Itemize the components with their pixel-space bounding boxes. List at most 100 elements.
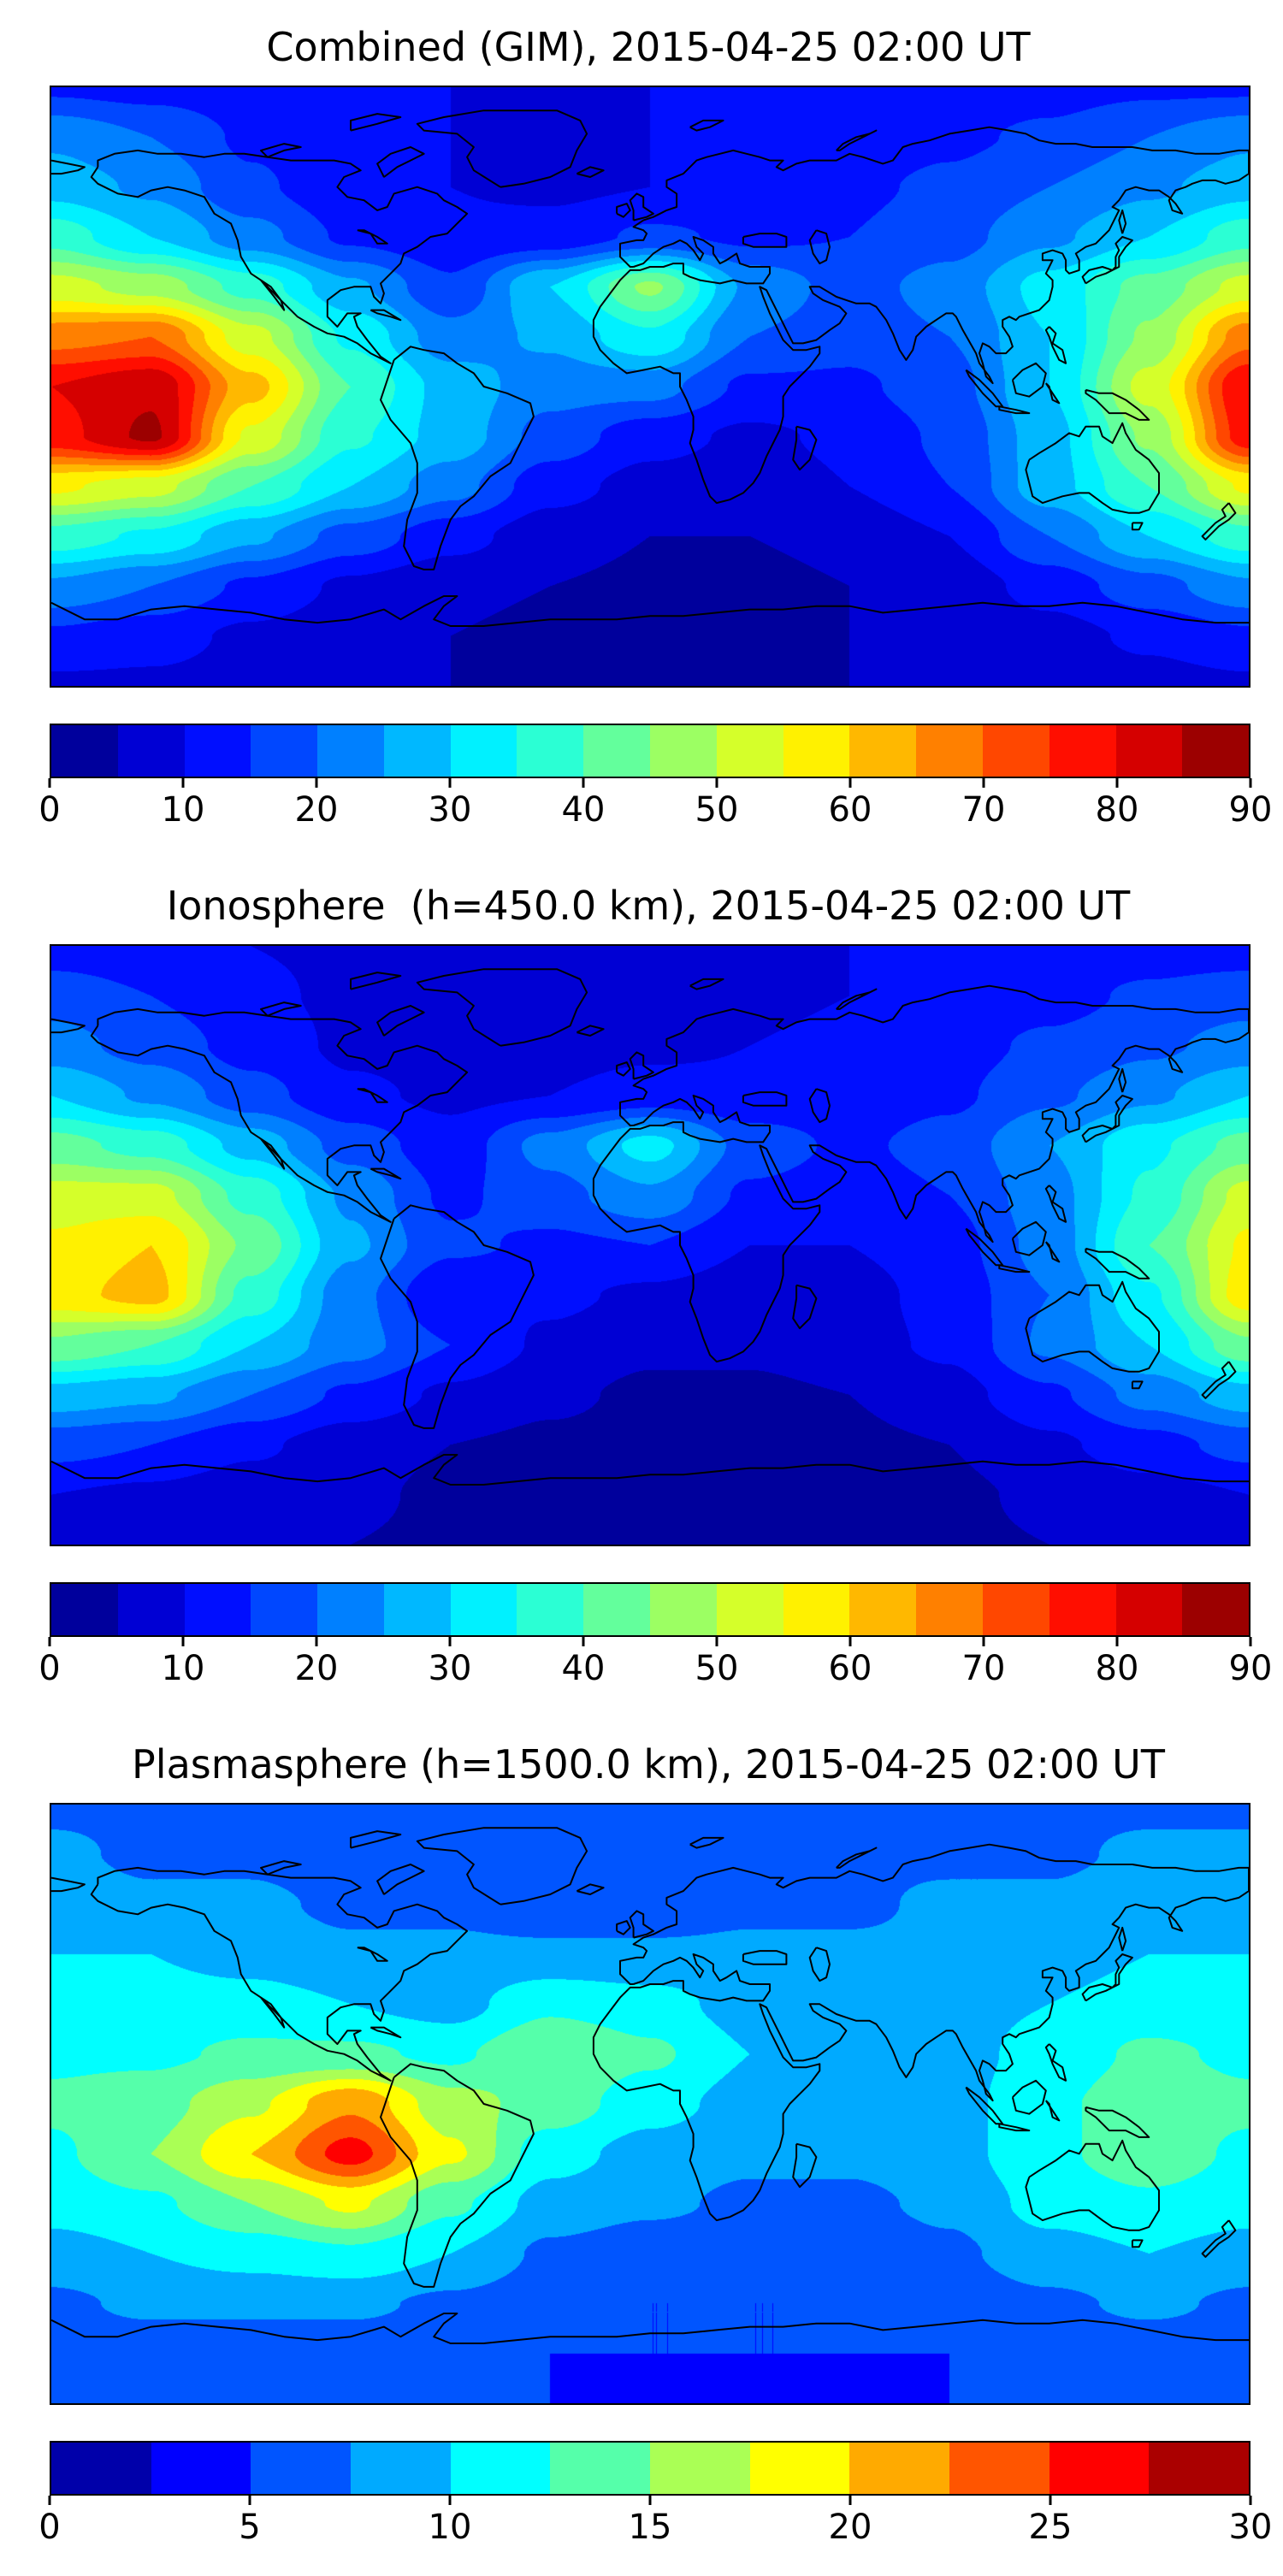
colorbar-tick-mark [315, 778, 318, 788]
colorbar-block [849, 2443, 950, 2494]
colorbar-tick-label: 50 [695, 1649, 739, 1688]
colorbar-tick-mark [982, 778, 985, 788]
colorbar-block [184, 725, 251, 777]
colorbar-block [650, 725, 717, 777]
colorbar-block [916, 1584, 983, 1635]
colorbar-block [51, 725, 118, 777]
colorbar-tick-mark [1249, 778, 1252, 788]
colorbar-block [117, 1584, 185, 1635]
colorbar [50, 1582, 1250, 1637]
colorbar-tick-mark [1049, 2496, 1052, 2505]
colorbar-tick-label: 60 [828, 1649, 872, 1688]
tec-contour-canvas [51, 1805, 1249, 2403]
colorbar-block [1049, 2443, 1150, 2494]
colorbar-block [550, 2443, 651, 2494]
colorbar-block [51, 2443, 151, 2494]
colorbar-tick-mark [248, 2496, 251, 2505]
colorbar-tick-mark [181, 778, 185, 788]
colorbar-block [650, 1584, 717, 1635]
colorbar-block [450, 1584, 517, 1635]
colorbar-block [251, 2443, 352, 2494]
colorbar-tick-mark [1115, 1637, 1119, 1646]
colorbar-tick-mark [982, 1637, 985, 1646]
panel-title: Combined (GIM), 2015-04-25 02:00 UT [266, 24, 1031, 70]
colorbar-tick-mark [715, 778, 718, 788]
colorbar-tick-label: 90 [1228, 790, 1273, 830]
colorbar-tick-mark [448, 1637, 452, 1646]
colorbar-block [317, 725, 384, 777]
colorbar-tick-mark [715, 1637, 718, 1646]
colorbar-tick-mark [848, 778, 852, 788]
colorbar-tick-label: 90 [1228, 1649, 1273, 1688]
colorbar-ticks: 0 10 20 30 40 50 60 70 80 90 [38, 1637, 1272, 1695]
colorbar-tick-label: 20 [294, 790, 339, 830]
colorbar-block [383, 1584, 451, 1635]
colorbar-block [1115, 1584, 1183, 1635]
colorbar-block [517, 1584, 584, 1635]
colorbar-block [251, 725, 318, 777]
tec-contour-canvas [51, 946, 1249, 1545]
colorbar-tick-label: 80 [1095, 1649, 1139, 1688]
colorbar-tick-label: 40 [561, 790, 606, 830]
colorbar-tick-mark [582, 778, 585, 788]
colorbar-tick-mark [1249, 2496, 1252, 2505]
colorbar-tick-label: 50 [695, 790, 739, 830]
colorbar-tick-mark [648, 2496, 652, 2505]
tec-contour-canvas [51, 87, 1249, 686]
colorbar-block [916, 725, 983, 777]
colorbar-block [1049, 725, 1116, 777]
colorbar-block [716, 1584, 783, 1635]
colorbar-tick-label: 40 [561, 1649, 606, 1688]
colorbar-block [450, 2443, 551, 2494]
colorbar-block [783, 725, 850, 777]
colorbar-block [317, 1584, 384, 1635]
colorbar-block [1182, 725, 1250, 777]
colorbar-tick-mark [848, 1637, 852, 1646]
colorbar-tick-label: 15 [628, 2508, 672, 2547]
colorbar-tick-label: 70 [961, 790, 1006, 830]
colorbar-block [51, 1584, 118, 1635]
colorbar-tick-mark [48, 778, 51, 788]
colorbar-tick-label: 80 [1095, 790, 1139, 830]
colorbar-tick-mark [48, 1637, 51, 1646]
colorbar-block [251, 1584, 318, 1635]
colorbar-tick-label: 5 [239, 2508, 261, 2547]
world-map [50, 944, 1250, 1546]
colorbar-block [1149, 2443, 1250, 2494]
colorbar-block [716, 725, 783, 777]
colorbar-tick-mark [448, 778, 452, 788]
colorbar-block [583, 725, 651, 777]
colorbar [50, 724, 1250, 778]
panel-combined-gim: Combined (GIM), 2015-04-25 02:00 UT 0 10 2… [0, 0, 1283, 836]
colorbar-tick-label: 30 [428, 1649, 472, 1688]
world-map [50, 1803, 1250, 2405]
colorbar-tick-mark [315, 1637, 318, 1646]
colorbar-block [982, 725, 1049, 777]
colorbar-block [184, 1584, 251, 1635]
world-map [50, 86, 1250, 688]
colorbar-tick-label: 0 [38, 1649, 61, 1688]
colorbar-block [517, 725, 584, 777]
colorbar-block [1182, 1584, 1250, 1635]
colorbar-block [783, 1584, 850, 1635]
colorbar-tick-label: 30 [1228, 2508, 1273, 2547]
colorbar-block [117, 725, 185, 777]
colorbar-block [982, 1584, 1049, 1635]
panel-plasmasphere: Plasmasphere (h=1500.0 km), 2015-04-25 0… [0, 1717, 1283, 2554]
colorbar-tick-label: 30 [428, 790, 472, 830]
colorbar-block [849, 725, 917, 777]
colorbar-block [849, 1584, 917, 1635]
colorbar-tick-label: 20 [828, 2508, 872, 2547]
colorbar-block [650, 2443, 750, 2494]
colorbar-tick-label: 10 [428, 2508, 472, 2547]
colorbar-tick-mark [1249, 1637, 1252, 1646]
colorbar [50, 2441, 1250, 2496]
colorbar-tick-label: 60 [828, 790, 872, 830]
panel-title: Plasmasphere (h=1500.0 km), 2015-04-25 0… [132, 1741, 1165, 1787]
colorbar-tick-mark [448, 2496, 452, 2505]
colorbar-tick-mark [48, 2496, 51, 2505]
colorbar-ticks: 0 10 20 30 40 50 60 70 80 90 [38, 778, 1272, 836]
colorbar-block [351, 2443, 451, 2494]
colorbar-tick-mark [848, 2496, 852, 2505]
